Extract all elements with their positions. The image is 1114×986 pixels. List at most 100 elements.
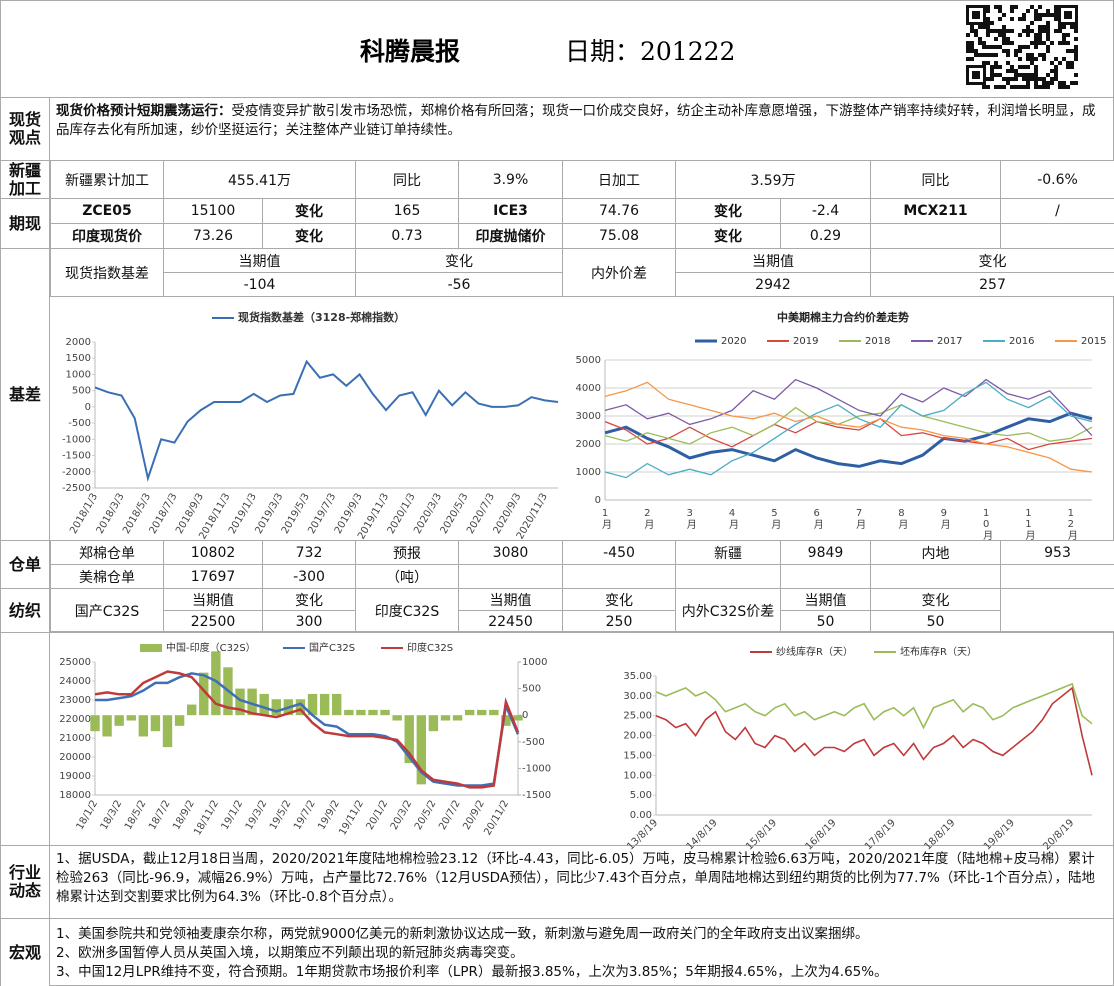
table-cell: 变化 [262, 588, 356, 611]
qr-module [1062, 85, 1066, 89]
macro-line: 3、中国12月LPR维持不变，符合预期。1年期贷款市场报价利率（LPR）最新报3… [56, 964, 888, 980]
series-line [655, 686, 1093, 776]
x-tick-label: 14/8/19 [685, 817, 720, 852]
table-cell: 0.29 [780, 223, 871, 249]
legend-label: 纱线库存R（天） [776, 645, 853, 658]
qr-module [1034, 73, 1038, 77]
y-tick-label: -1500 [62, 451, 91, 462]
qr-module [1034, 41, 1038, 45]
macro-text: 1、美国参院共和党领袖麦康奈尔称，两党就9000亿美元的新刺激协议达成一致，新刺… [49, 918, 1114, 986]
x-tick-label: 6月 [811, 508, 823, 530]
qr-module [1038, 13, 1042, 17]
qr-module [1046, 49, 1050, 53]
table-cell: 455.41万 [163, 160, 356, 199]
qr-module [1026, 73, 1030, 77]
qr-module [986, 33, 990, 37]
bar [380, 709, 390, 716]
qr-module [990, 21, 994, 25]
table-cell: 变化 [870, 588, 1001, 611]
qr-module [1046, 9, 1050, 13]
qr-module [1002, 41, 1006, 45]
y-tick-label: -2000 [62, 467, 91, 478]
qr-module [1062, 57, 1066, 61]
bar [271, 699, 281, 716]
table-cell: -56 [355, 272, 563, 297]
qr-module [1046, 33, 1050, 37]
table-cell: 美棉仓单 [50, 564, 164, 589]
qr-module [1002, 29, 1006, 33]
table-cell: 300 [262, 610, 356, 633]
qr-module [1042, 25, 1046, 29]
qr-module [982, 25, 986, 29]
table-cell: 宏观 [0, 918, 50, 986]
qr-module [1074, 53, 1078, 57]
y-tick-label: 21000 [59, 733, 91, 744]
qr-module [1014, 77, 1018, 81]
qr-module [1006, 77, 1010, 81]
qr-module [1066, 85, 1070, 89]
qr-module [970, 57, 974, 61]
qr-module [1006, 41, 1010, 45]
qr-module [1038, 17, 1042, 21]
y-tick-label: 20000 [59, 752, 91, 763]
table-cell: 变化 [355, 248, 563, 273]
qr-module [1042, 81, 1046, 85]
qr-module [990, 29, 994, 33]
y-tick-label: 25000 [59, 657, 91, 668]
qr-module [1050, 61, 1054, 65]
qr-module [1018, 65, 1022, 69]
qr-module [1050, 41, 1054, 45]
y2-tick-label: 0 [522, 710, 528, 721]
qr-module [1030, 5, 1034, 9]
x-tick-label: 19/9/2 [316, 799, 342, 832]
bar [259, 693, 269, 716]
qr-module [994, 29, 998, 33]
table-cell: 当期值 [675, 248, 871, 273]
x-tick-label: 15/8/19 [744, 817, 779, 852]
empty-cell [562, 564, 676, 589]
qr-module [966, 33, 970, 37]
qr-module [990, 73, 994, 77]
qr-module [1022, 17, 1026, 21]
bar [477, 709, 487, 716]
qr-module [1054, 17, 1058, 21]
qr-module [1074, 37, 1078, 41]
x-tick-label: 2月 [642, 508, 654, 530]
bar [162, 715, 173, 748]
bar [416, 715, 427, 785]
qr-module [986, 85, 990, 89]
qr-module [998, 33, 1002, 37]
y-tick-label: 25.00 [623, 711, 652, 722]
table-cell: -0.6% [1000, 160, 1114, 199]
qr-module [1066, 65, 1070, 69]
qr-module [978, 41, 982, 45]
qr-module [1038, 33, 1042, 37]
qr-module [1038, 85, 1042, 89]
bar [513, 715, 523, 721]
table-cell: 行业动态 [0, 845, 50, 919]
empty-cell [780, 564, 871, 589]
qr-module [1054, 5, 1058, 9]
bar [199, 672, 209, 716]
qr-module [1046, 73, 1050, 77]
table-cell: ICE3 [458, 198, 563, 224]
y-tick-label: 15.00 [623, 750, 652, 761]
bar [464, 709, 475, 716]
qr-module [1034, 77, 1038, 81]
x-tick-label: 7月 [854, 508, 866, 530]
qr-module [1058, 29, 1062, 33]
x-tick-label: 1月 [600, 508, 612, 530]
qr-module [1070, 81, 1074, 85]
x-tick-label: 13/8/19 [625, 817, 660, 852]
qr-module [982, 85, 986, 89]
y-tick-label: -2500 [62, 483, 91, 494]
qr-module [1018, 85, 1022, 89]
qr-module [1042, 29, 1046, 33]
table-cell: 仓单 [0, 540, 50, 589]
qr-module [1034, 13, 1038, 17]
table-cell: MCX211 [870, 198, 1001, 224]
qr-module [990, 45, 994, 49]
qr-module [1030, 53, 1034, 57]
qr-finder [972, 11, 980, 19]
empty-cell [1000, 564, 1114, 589]
